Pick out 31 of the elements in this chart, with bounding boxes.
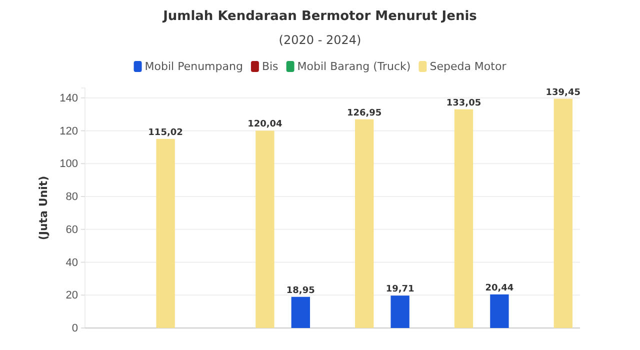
chart-title: Jumlah Kendaraan Bermotor Menurut Jenis (162, 9, 478, 24)
data-label: 115,02 (148, 128, 183, 138)
data-label: 133,05 (446, 98, 482, 108)
bar (490, 294, 509, 328)
bar (554, 98, 572, 328)
y-tick-label: 100 (60, 158, 78, 170)
bar (156, 138, 175, 328)
bar (390, 296, 410, 328)
data-label: 139,45 (546, 88, 581, 98)
chart-subtitle: (2020 - 2024) (278, 33, 362, 47)
legend-label: Sepeda Motor (430, 60, 507, 73)
legend-label: Bis (262, 60, 279, 73)
y-tick-label: 140 (60, 92, 78, 104)
legend-label: Mobil Penumpang (144, 60, 243, 73)
bar (355, 119, 374, 328)
y-tick-label: 60 (66, 224, 78, 236)
bar (256, 130, 274, 328)
data-label: 120,04 (248, 120, 282, 130)
data-label: 18,95 (286, 286, 315, 296)
y-tick-label: 20 (66, 290, 78, 302)
y-tick-label: 80 (66, 191, 78, 204)
bar (454, 109, 474, 328)
data-label: 19,71 (386, 284, 414, 295)
legend-label: Mobil Barang (Truck) (297, 60, 411, 73)
y-tick-label: 40 (66, 256, 78, 269)
y-tick-label: 0 (72, 322, 78, 335)
data-label: 126,95 (346, 108, 382, 118)
bar (291, 296, 310, 328)
data-label: 20,44 (485, 283, 514, 294)
y-axis-title: (Juta Unit) (37, 176, 50, 240)
y-tick-label: 120 (60, 125, 78, 138)
